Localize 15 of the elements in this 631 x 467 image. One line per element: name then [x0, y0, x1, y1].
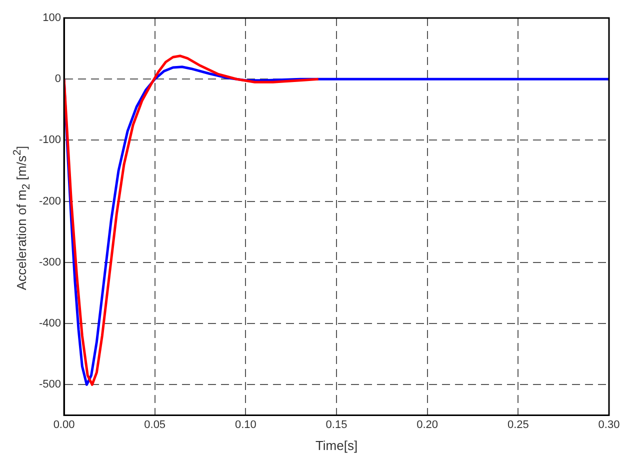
x-tick-label: 0.20 — [416, 418, 438, 431]
x-axis-title: Time[s] — [315, 438, 358, 453]
y-tick-label: 100 — [42, 12, 62, 24]
x-tick-label: 0.15 — [326, 418, 348, 431]
y-tick-label: -500 — [38, 378, 62, 391]
y-tick-label: -400 — [38, 318, 62, 330]
y-tick-label: -100 — [38, 134, 62, 146]
x-tick-label: 0.10 — [234, 418, 256, 431]
y-tick-label: -300 — [38, 256, 62, 268]
y-tick-label: 0 — [54, 73, 62, 86]
x-tick-label: 0.05 — [144, 418, 166, 431]
x-tick-label: 0.25 — [507, 418, 529, 431]
y-tick-label: -200 — [38, 195, 62, 208]
x-tick-label: 0.30 — [598, 418, 620, 431]
x-tick-label: 0.00 — [53, 418, 75, 431]
